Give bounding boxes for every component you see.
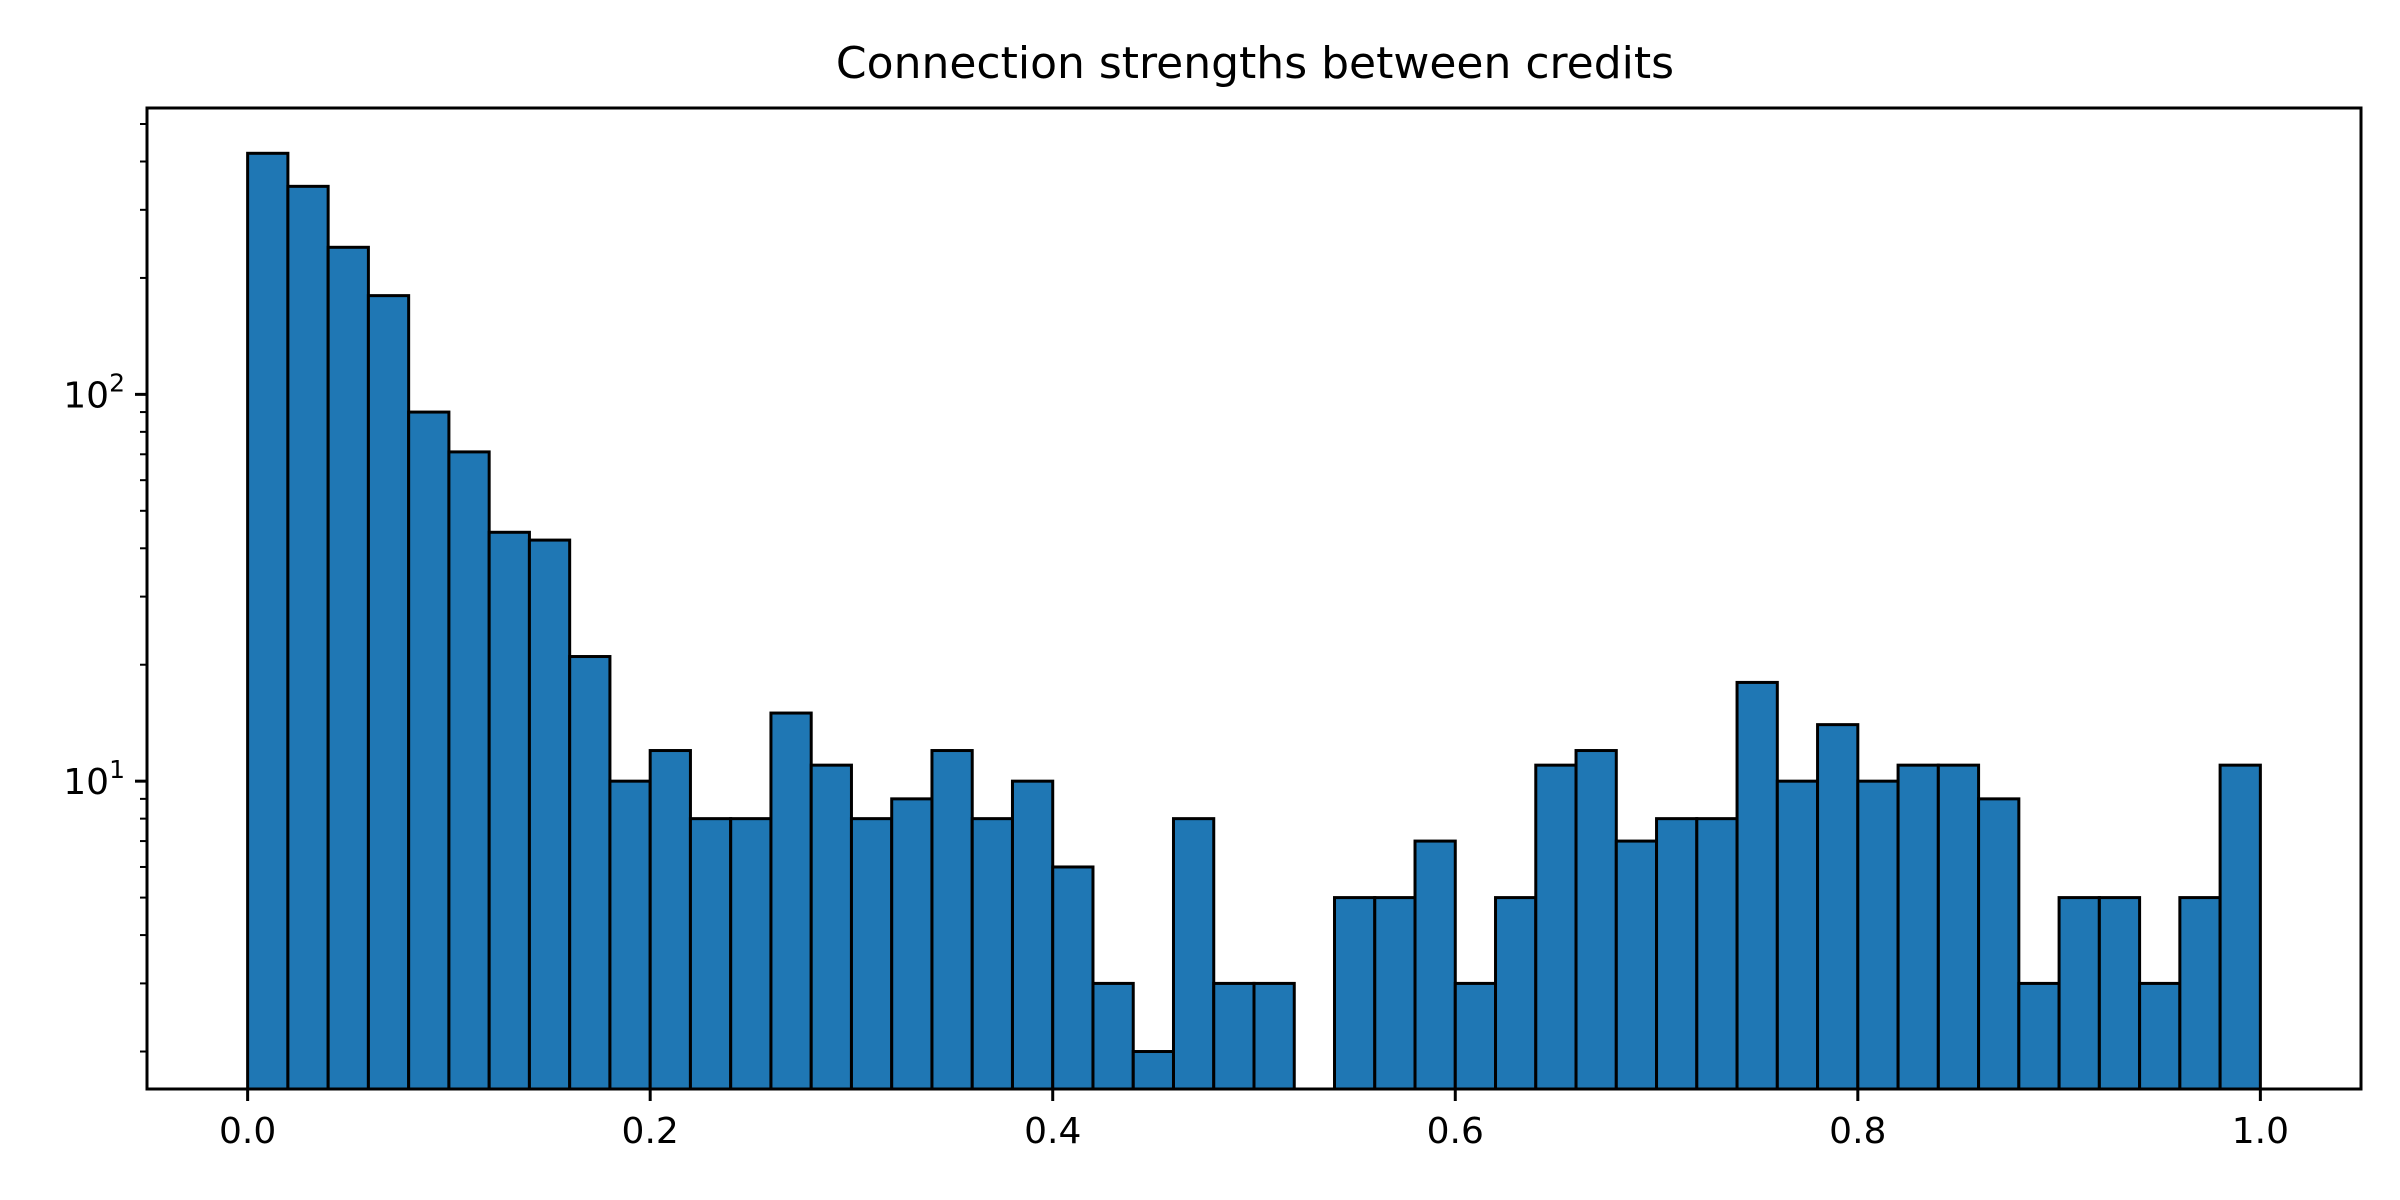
histogram-bar: [1051, 865, 1095, 1091]
histogram-bar: [608, 779, 652, 1091]
histogram-bar: [1695, 817, 1739, 1091]
histogram-bar: [1333, 896, 1377, 1091]
histogram-bar: [2097, 896, 2142, 1091]
histogram-bar: [1534, 763, 1578, 1091]
x-tick-label: 0.6: [1427, 1111, 1484, 1152]
histogram-bar: [769, 711, 813, 1091]
histogram-bar: [1413, 839, 1457, 1091]
histogram-bar: [1453, 981, 1498, 1091]
histogram-bar: [930, 749, 974, 1091]
histogram-bar: [648, 749, 692, 1091]
histogram-bar: [326, 245, 370, 1091]
histogram-bar: [809, 763, 853, 1091]
histogram-bar: [1171, 817, 1216, 1091]
plot-frame: [145, 106, 2363, 1091]
histogram-bar: [286, 184, 330, 1091]
histogram-bar: [1775, 779, 1820, 1091]
histogram-bar: [1614, 839, 1659, 1091]
histogram-bar: [1494, 896, 1538, 1091]
histogram-bar: [1373, 896, 1417, 1091]
histogram-bar: [1574, 749, 1618, 1091]
bars-group: [246, 151, 2262, 1091]
histogram-bar: [2017, 981, 2061, 1091]
histogram-bar: [487, 530, 531, 1091]
histogram-bar: [970, 817, 1014, 1091]
histogram-bar: [1816, 723, 1860, 1091]
histogram-bar: [1856, 779, 1900, 1091]
histogram-bar: [2138, 981, 2182, 1091]
histogram-bar: [688, 817, 733, 1091]
histogram-bar: [407, 410, 451, 1091]
histogram-bar: [1131, 1050, 1175, 1091]
histogram-bar: [729, 817, 773, 1091]
y-axis: 101 102: [63, 123, 147, 1053]
histogram-bar: [1252, 981, 1296, 1091]
histogram-bar: [2057, 896, 2101, 1091]
histogram-bar: [890, 797, 934, 1091]
x-tick-label: 0.8: [1829, 1111, 1886, 1152]
histogram-bar: [1091, 981, 1135, 1091]
chart-title: Connection strengths between credits: [836, 38, 1674, 89]
x-tick-label: 0.2: [622, 1111, 679, 1152]
histogram-bar: [1735, 680, 1779, 1091]
x-axis: 0.0 0.2 0.4 0.6 0.8 1.0: [219, 1089, 2289, 1152]
x-tick-label: 0.4: [1024, 1111, 1081, 1152]
histogram-bar: [1896, 763, 1940, 1091]
histogram-bar: [849, 817, 894, 1091]
histogram-bar: [447, 450, 491, 1091]
histogram-bar: [1977, 797, 2021, 1091]
histogram-bar: [1936, 763, 1981, 1091]
histogram-bar: [2178, 896, 2222, 1091]
histogram-bar: [1655, 817, 1699, 1091]
x-tick-label: 1.0: [2232, 1111, 2289, 1152]
y-tick-label: 101: [63, 755, 125, 803]
histogram-bar: [1212, 981, 1256, 1091]
y-tick-label: 102: [63, 368, 125, 416]
histogram-bar: [2218, 763, 2262, 1091]
histogram-bar: [246, 151, 290, 1091]
histogram-bar: [527, 538, 572, 1091]
histogram-bar: [366, 294, 411, 1091]
histogram-bar: [568, 655, 612, 1091]
histogram-bar: [1010, 779, 1055, 1091]
x-tick-label: 0.0: [219, 1111, 276, 1152]
